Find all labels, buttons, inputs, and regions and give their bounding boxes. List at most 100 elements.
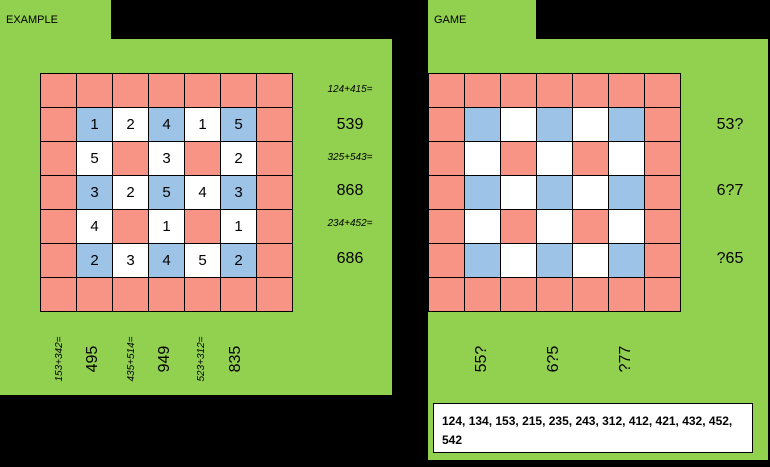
game-grid-cell[interactable]	[609, 108, 645, 142]
game-grid-cell	[645, 244, 681, 278]
example-grid-cell: 1	[185, 108, 221, 142]
game-tab: GAME	[428, 0, 536, 40]
example-grid-cell	[149, 74, 185, 108]
game-grid-cell[interactable]	[501, 244, 537, 278]
game-grid-cell	[429, 142, 465, 176]
game-grid-cell	[645, 142, 681, 176]
example-grid-cell	[221, 278, 257, 312]
game-right-clue-2: 6?7	[716, 182, 744, 199]
example-grid-cell	[113, 210, 149, 244]
game-grid-cell[interactable]	[537, 142, 573, 176]
game-grid-cell	[573, 210, 609, 244]
example-grid-cell	[77, 74, 113, 108]
game-grid-cell	[465, 278, 501, 312]
example-grid-cell	[185, 210, 221, 244]
game-grid-cell	[573, 142, 609, 176]
example-grid-cell	[113, 74, 149, 108]
game-grid-cell	[645, 74, 681, 108]
example-grid-cell	[41, 108, 77, 142]
game-grid-cell	[645, 108, 681, 142]
game-grid-cell[interactable]	[537, 210, 573, 244]
game-grid-cell	[573, 278, 609, 312]
example-grid-cell: 4	[77, 210, 113, 244]
example-right-num-2: 868	[336, 182, 364, 199]
example-grid-cell	[41, 176, 77, 210]
example-grid-cell	[257, 210, 293, 244]
game-grid-cell[interactable]	[537, 244, 573, 278]
example-grid-cell: 2	[113, 176, 149, 210]
example-grid-cell: 2	[77, 244, 113, 278]
example-bottom-num-2: 949	[156, 345, 173, 373]
example-right-num-1: 539	[336, 116, 364, 133]
example-grid-cell: 4	[149, 108, 185, 142]
example-grid-cell	[149, 278, 185, 312]
game-grid-cell	[501, 210, 537, 244]
example-grid-cell: 2	[113, 108, 149, 142]
game-grid-cell	[465, 74, 501, 108]
game-grid-cell[interactable]	[609, 244, 645, 278]
game-bottom-clue-3: ?77	[617, 345, 634, 373]
example-grid-cell: 3	[77, 176, 113, 210]
game-grid-cell	[501, 278, 537, 312]
game-grid-cell	[645, 210, 681, 244]
game-grid-cell[interactable]	[573, 176, 609, 210]
example-right-eq-3: 234+452=	[327, 218, 373, 229]
game-grid-cell[interactable]	[465, 176, 501, 210]
example-grid-cell	[257, 244, 293, 278]
game-grid-cell[interactable]	[609, 142, 645, 176]
example-bottom-eq-1: 153+342=	[54, 336, 65, 382]
game-grid-cell	[609, 278, 645, 312]
example-bottom-eq-3: 523+312=	[196, 336, 207, 382]
game-grid-cell	[501, 74, 537, 108]
example-grid-cell: 2	[221, 244, 257, 278]
game-bottom-clue-1: 55?	[473, 345, 490, 373]
example-grid-cell: 3	[149, 142, 185, 176]
example-grid-cell: 3	[113, 244, 149, 278]
example-grid-cell: 4	[185, 176, 221, 210]
game-grid-cell[interactable]	[609, 210, 645, 244]
game-grid-cell[interactable]	[501, 176, 537, 210]
game-grid-cell	[429, 176, 465, 210]
example-tab-label: EXAMPLE	[6, 14, 58, 26]
game-right-clue-3: ?65	[716, 250, 744, 267]
example-grid-cell: 3	[221, 176, 257, 210]
game-grid-cell	[573, 74, 609, 108]
game-grid-cell	[429, 210, 465, 244]
game-grid-cell[interactable]	[465, 108, 501, 142]
game-bottom-clue-2: 6?5	[545, 345, 562, 373]
example-grid-cell	[185, 142, 221, 176]
game-grid-cell[interactable]	[609, 176, 645, 210]
game-grid-cell	[537, 278, 573, 312]
example-tab: EXAMPLE	[0, 0, 111, 40]
game-grid-cell[interactable]	[465, 210, 501, 244]
example-bottom-num-3: 835	[227, 345, 244, 373]
game-grid-cell[interactable]	[537, 108, 573, 142]
game-right-clue-1: 53?	[716, 116, 744, 133]
game-grid-cell[interactable]	[537, 176, 573, 210]
example-grid-cell	[257, 74, 293, 108]
example-grid-cell	[257, 142, 293, 176]
example-bottom-eq-2: 435+514=	[126, 336, 137, 382]
example-grid-cell	[41, 74, 77, 108]
example-bottom-num-1: 495	[84, 345, 101, 373]
game-grid-cell	[501, 142, 537, 176]
example-grid-cell	[41, 244, 77, 278]
example-grid-cell	[185, 74, 221, 108]
example-grid-cell: 5	[149, 176, 185, 210]
example-grid-cell	[77, 278, 113, 312]
game-grid-cell[interactable]	[465, 244, 501, 278]
example-grid-cell: 4	[149, 244, 185, 278]
example-grid-cell: 2	[221, 142, 257, 176]
game-grid-cell[interactable]	[465, 142, 501, 176]
example-grid-cell	[113, 278, 149, 312]
game-grid-cell	[429, 74, 465, 108]
game-grid-cell	[645, 278, 681, 312]
game-grid-cell[interactable]	[573, 244, 609, 278]
game-grid-cell[interactable]	[501, 108, 537, 142]
example-grid-cell	[257, 108, 293, 142]
game-tab-label: GAME	[434, 14, 467, 26]
example-grid-cell: 1	[221, 210, 257, 244]
game-grid-cell	[429, 244, 465, 278]
game-grid-cell[interactable]	[573, 108, 609, 142]
